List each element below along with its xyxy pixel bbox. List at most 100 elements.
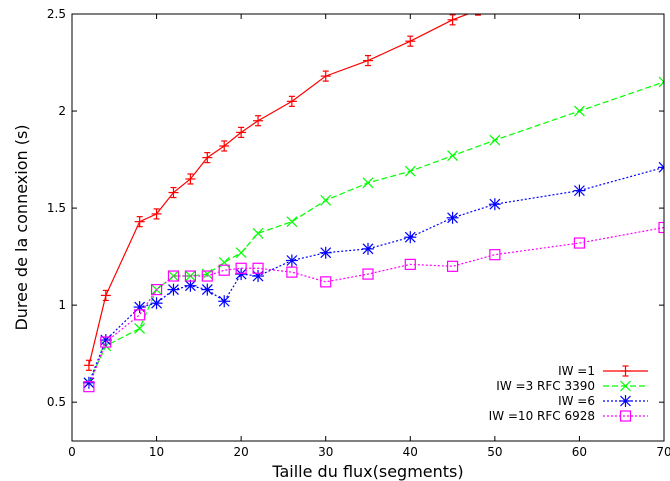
data-point [184,279,197,292]
data-point [235,247,247,259]
legend-label: IW =3 RFC 3390 [496,379,595,393]
data-point [83,359,94,371]
y-axis-label: Duree de la connexion (s) [12,124,31,330]
data-point [405,35,416,47]
data-point [236,126,247,138]
data-point [488,198,501,211]
series-2 [83,76,664,389]
y-tick-label: 2.5 [47,7,66,21]
data-point [363,54,373,67]
x-tick-label: 70 [656,445,670,459]
data-point [446,211,459,224]
data-point [134,323,146,334]
data-point [83,381,95,393]
data-point [202,152,213,164]
data-point [489,134,501,146]
plot-series [82,14,664,393]
data-point [150,297,163,310]
y-tick-label: 1.5 [47,201,66,215]
data-point [320,276,332,288]
y-tick-label: 0.5 [47,395,66,409]
series-line [88,14,470,366]
legend-label: IW =6 [558,394,595,408]
data-point [447,150,458,162]
data-point [134,309,146,321]
x-tick-label: 10 [149,445,164,459]
data-point [362,268,374,280]
data-point [252,227,264,239]
data-point [151,208,162,220]
data-point [286,95,297,107]
data-point [134,216,145,228]
series-4 [83,221,664,393]
data-point [362,242,374,255]
series-3 [82,161,664,389]
x-tick-label: 20 [234,445,249,459]
axes: 0 10 20 30 40 50 60 70 0.5 1 1.5 2 2.5 [47,7,670,459]
legend-entry: IW =3 RFC 3390 [496,379,648,393]
legend-label: IW =10 RFC 6928 [489,409,595,423]
data-point [252,262,264,274]
data-point [658,161,664,174]
legend-marker [620,365,631,377]
data-point [404,231,417,244]
legend-entry: IW =1 [558,364,648,378]
x-tick-label: 50 [487,445,502,459]
data-point [184,270,196,282]
data-point [658,221,664,234]
data-point [252,270,265,283]
data-point [100,336,112,348]
x-tick-label: 40 [403,445,418,459]
data-point [285,254,298,267]
series-1 [83,14,481,371]
data-point [573,184,586,197]
series-line [88,166,664,383]
data-point [286,266,298,278]
data-point [489,249,501,261]
data-point [235,262,247,274]
data-point [447,14,458,26]
data-point [168,186,179,199]
x-tick-label: 0 [68,445,76,459]
data-point [286,216,298,228]
data-point [320,70,331,82]
data-point [474,14,481,16]
data-point [574,105,585,117]
legend-label: IW =1 [558,364,595,378]
data-point [235,268,248,281]
legend-marker [619,395,632,407]
data-point [320,194,332,206]
data-point [253,115,264,127]
data-point [100,289,111,302]
data-point [82,376,95,389]
legend-marker [620,380,631,392]
data-point [218,264,230,276]
data-point [219,140,230,152]
series-line [88,226,664,387]
plot-frame [71,13,665,442]
data-point [201,270,213,282]
y-tick-label: 2 [58,104,66,118]
data-point [362,177,374,189]
x-tick-label: 30 [318,445,333,459]
data-point [658,76,664,88]
legend-entry: IW =6 [558,394,648,408]
data-point [446,260,459,272]
x-axis-label: Taille du flux(segments) [271,462,463,481]
data-point [185,173,196,185]
data-point [133,301,146,314]
data-point [167,270,180,282]
data-point [167,283,180,296]
legend-entry: IW =10 RFC 6928 [489,409,648,423]
data-point [404,258,416,270]
data-point [168,270,179,282]
x-tick-label: 60 [572,445,587,459]
data-point [201,283,214,296]
data-point [218,295,231,308]
legend-marker [619,410,632,422]
data-point [573,237,586,249]
series-line [88,81,664,384]
